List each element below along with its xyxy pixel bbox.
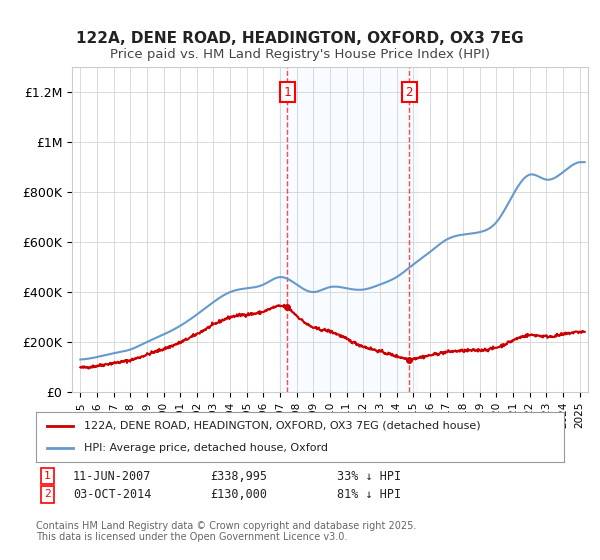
Text: £338,995: £338,995 — [210, 469, 267, 483]
Text: HPI: Average price, detached house, Oxford: HPI: Average price, detached house, Oxfo… — [83, 443, 328, 453]
Text: 1: 1 — [284, 86, 291, 99]
Text: 2: 2 — [44, 489, 50, 500]
Text: Price paid vs. HM Land Registry's House Price Index (HPI): Price paid vs. HM Land Registry's House … — [110, 48, 490, 60]
Text: 2: 2 — [406, 86, 413, 99]
Text: 81% ↓ HPI: 81% ↓ HPI — [337, 488, 401, 501]
Bar — [279, 67, 418, 392]
Text: 122A, DENE ROAD, HEADINGTON, OXFORD, OX3 7EG (detached house): 122A, DENE ROAD, HEADINGTON, OXFORD, OX3… — [83, 421, 480, 431]
Text: 03-OCT-2014: 03-OCT-2014 — [73, 488, 151, 501]
Text: 33% ↓ HPI: 33% ↓ HPI — [337, 469, 401, 483]
Text: £130,000: £130,000 — [210, 488, 267, 501]
Text: 11-JUN-2007: 11-JUN-2007 — [73, 469, 151, 483]
Text: Contains HM Land Registry data © Crown copyright and database right 2025.
This d: Contains HM Land Registry data © Crown c… — [36, 521, 416, 543]
Text: 122A, DENE ROAD, HEADINGTON, OXFORD, OX3 7EG: 122A, DENE ROAD, HEADINGTON, OXFORD, OX3… — [76, 31, 524, 46]
Text: 1: 1 — [44, 471, 50, 481]
